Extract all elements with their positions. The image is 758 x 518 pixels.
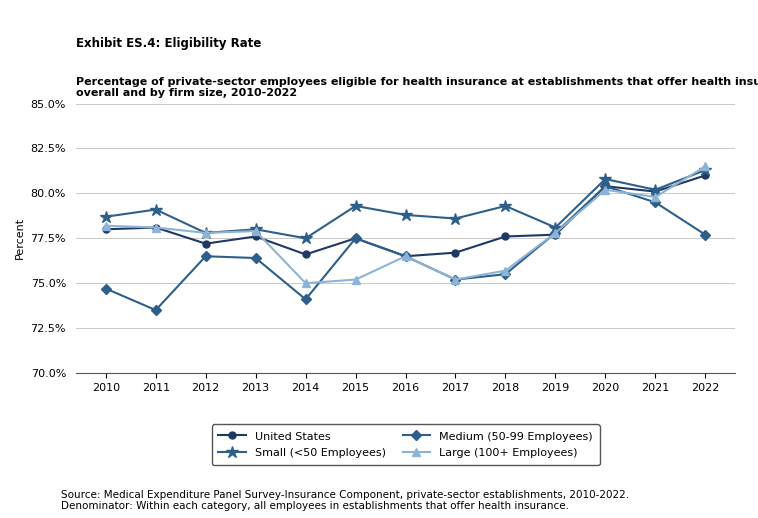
Y-axis label: Percent: Percent: [15, 217, 25, 260]
Text: Exhibit ES.4: Eligibility Rate: Exhibit ES.4: Eligibility Rate: [76, 37, 262, 50]
Text: Source: Medical Expenditure Panel Survey-Insurance Component, private-sector est: Source: Medical Expenditure Panel Survey…: [61, 490, 629, 511]
Text: Percentage of private-sector employees eligible for health insurance at establis: Percentage of private-sector employees e…: [76, 77, 758, 98]
Legend: United States, Small (<50 Employees), Medium (50-99 Employees), Large (100+ Empl: United States, Small (<50 Employees), Me…: [211, 424, 600, 465]
